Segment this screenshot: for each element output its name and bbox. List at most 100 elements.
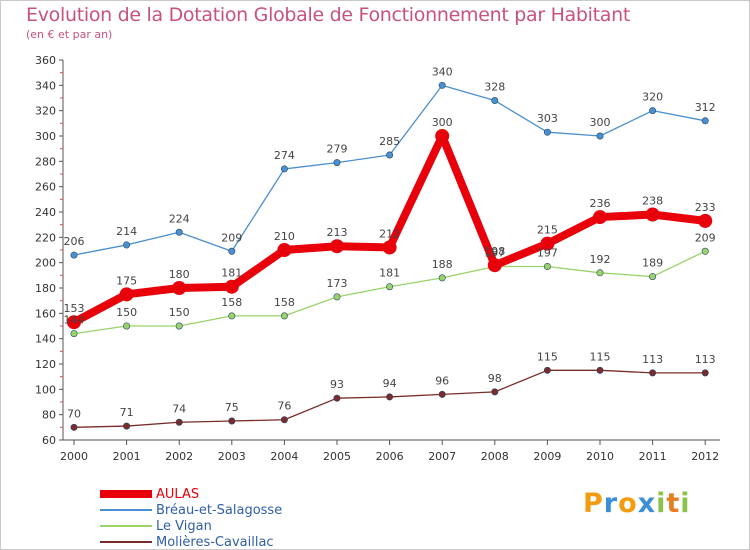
data-label-breau-et-salagosse: 279 bbox=[327, 143, 348, 156]
y-tick-label: 80 bbox=[42, 409, 56, 422]
legend-swatch bbox=[100, 541, 152, 543]
data-point-aulas bbox=[645, 207, 660, 222]
chart-axes: 60 80 100 120 140 160 180 200 220 240 260 280 300 320… bbox=[35, 54, 720, 463]
data-point-breau-et-salagosse bbox=[701, 117, 709, 125]
data-point-le-vigan bbox=[596, 269, 604, 277]
data-label-molieres-cavaillac: 75 bbox=[225, 401, 239, 414]
data-label-molieres-cavaillac: 71 bbox=[120, 406, 134, 419]
data-point-breau-et-salagosse bbox=[70, 251, 78, 259]
chart-title: Evolution de la Dotation Globale de Fonc… bbox=[26, 4, 631, 26]
data-point-molieres-cavaillac bbox=[701, 369, 709, 377]
data-label-le-vigan: 197 bbox=[537, 246, 558, 259]
data-point-le-vigan bbox=[438, 274, 446, 282]
y-tick-label: 120 bbox=[35, 358, 56, 371]
data-label-aulas: 213 bbox=[327, 226, 348, 239]
data-label-le-vigan: 189 bbox=[642, 257, 663, 270]
legend-label: Molières-Cavaillac bbox=[156, 534, 274, 550]
logo-letter: o bbox=[618, 488, 638, 519]
data-label-molieres-cavaillac: 94 bbox=[383, 377, 397, 390]
legend-label: AULAS bbox=[156, 486, 200, 502]
data-point-breau-et-salagosse bbox=[175, 228, 183, 236]
logo-letter: P bbox=[583, 488, 604, 519]
data-label-molieres-cavaillac: 76 bbox=[277, 400, 291, 413]
data-point-aulas bbox=[224, 279, 239, 294]
x-tick-label: 2007 bbox=[428, 450, 456, 463]
data-point-le-vigan bbox=[175, 322, 183, 330]
y-tick-label: 240 bbox=[35, 206, 56, 219]
data-point-aulas bbox=[330, 239, 344, 254]
data-point-breau-et-salagosse bbox=[596, 132, 604, 140]
y-tick-label: 280 bbox=[35, 155, 56, 168]
y-tick-label: 220 bbox=[35, 231, 56, 244]
x-tick-label: 2010 bbox=[586, 450, 614, 463]
x-tick-label: 2008 bbox=[481, 450, 509, 463]
y-tick-label: 340 bbox=[35, 79, 56, 92]
y-tick-label: 140 bbox=[35, 333, 56, 346]
legend-item: Molières-Cavaillac bbox=[100, 534, 274, 550]
data-point-molieres-cavaillac bbox=[333, 394, 341, 402]
legend-swatch bbox=[100, 525, 152, 527]
x-tick-label: 2003 bbox=[218, 450, 246, 463]
data-point-le-vigan bbox=[701, 247, 709, 255]
chart-subtitle: (en € et par an) bbox=[26, 28, 113, 41]
data-label-breau-et-salagosse: 320 bbox=[642, 91, 663, 104]
data-point-molieres-cavaillac bbox=[386, 393, 394, 401]
data-point-breau-et-salagosse bbox=[228, 247, 236, 255]
data-label-breau-et-salagosse: 303 bbox=[537, 112, 558, 125]
data-label-breau-et-salagosse: 224 bbox=[169, 212, 190, 225]
data-label-aulas: 153 bbox=[64, 302, 85, 315]
y-tick-label: 180 bbox=[35, 282, 56, 295]
x-tick-label: 2004 bbox=[270, 450, 298, 463]
data-label-molieres-cavaillac: 93 bbox=[330, 378, 344, 391]
data-point-molieres-cavaillac bbox=[175, 418, 183, 426]
data-label-breau-et-salagosse: 209 bbox=[221, 231, 242, 244]
data-point-breau-et-salagosse bbox=[123, 241, 131, 249]
y-tick-label: 320 bbox=[35, 105, 56, 118]
data-point-le-vigan bbox=[70, 330, 78, 338]
data-label-molieres-cavaillac: 98 bbox=[488, 372, 502, 385]
data-point-molieres-cavaillac bbox=[438, 390, 446, 398]
data-point-le-vigan bbox=[543, 262, 551, 270]
data-point-breau-et-salagosse bbox=[280, 165, 288, 173]
y-tick-label: 300 bbox=[35, 130, 56, 143]
legend-label: Bréau-et-Salagosse bbox=[156, 502, 283, 518]
data-label-le-vigan: 158 bbox=[221, 296, 242, 309]
data-point-molieres-cavaillac bbox=[70, 423, 78, 431]
series-layer bbox=[67, 81, 713, 431]
data-point-aulas bbox=[540, 236, 555, 251]
y-tick-label: 200 bbox=[35, 257, 56, 270]
data-label-le-vigan: 192 bbox=[590, 253, 611, 266]
data-label-aulas: 198 bbox=[484, 245, 505, 258]
x-tick-label: 2002 bbox=[165, 450, 193, 463]
data-label-le-vigan: 150 bbox=[116, 306, 137, 319]
data-point-le-vigan bbox=[333, 293, 341, 301]
data-label-aulas: 236 bbox=[590, 197, 611, 210]
data-label-le-vigan: 173 bbox=[327, 277, 348, 290]
data-point-molieres-cavaillac bbox=[280, 416, 288, 424]
data-point-molieres-cavaillac bbox=[491, 388, 499, 396]
data-label-breau-et-salagosse: 214 bbox=[116, 225, 137, 238]
legend-swatch bbox=[100, 509, 152, 511]
y-tick-label: 60 bbox=[42, 434, 56, 447]
data-label-aulas: 300 bbox=[432, 116, 453, 129]
data-label-molieres-cavaillac: 113 bbox=[695, 353, 716, 366]
data-point-le-vigan bbox=[386, 283, 394, 291]
data-point-molieres-cavaillac bbox=[649, 369, 657, 377]
data-label-aulas: 175 bbox=[116, 274, 137, 287]
y-tick-label: 100 bbox=[35, 383, 56, 396]
data-label-aulas: 233 bbox=[695, 201, 716, 214]
data-point-le-vigan bbox=[228, 312, 236, 320]
data-label-molieres-cavaillac: 115 bbox=[537, 350, 558, 363]
data-label-molieres-cavaillac: 70 bbox=[67, 407, 81, 420]
data-point-le-vigan bbox=[280, 312, 288, 320]
x-tick-label: 2011 bbox=[639, 450, 667, 463]
legend-swatch bbox=[100, 490, 152, 498]
data-point-molieres-cavaillac bbox=[123, 422, 131, 430]
data-point-le-vigan bbox=[123, 322, 131, 330]
data-point-aulas bbox=[67, 315, 81, 330]
data-point-aulas bbox=[382, 240, 397, 255]
proxiti-logo: Proxiti bbox=[583, 488, 691, 519]
y-tick-label: 360 bbox=[35, 54, 56, 67]
x-tick-label: 2001 bbox=[113, 450, 141, 463]
logo-letter: x bbox=[637, 488, 657, 519]
